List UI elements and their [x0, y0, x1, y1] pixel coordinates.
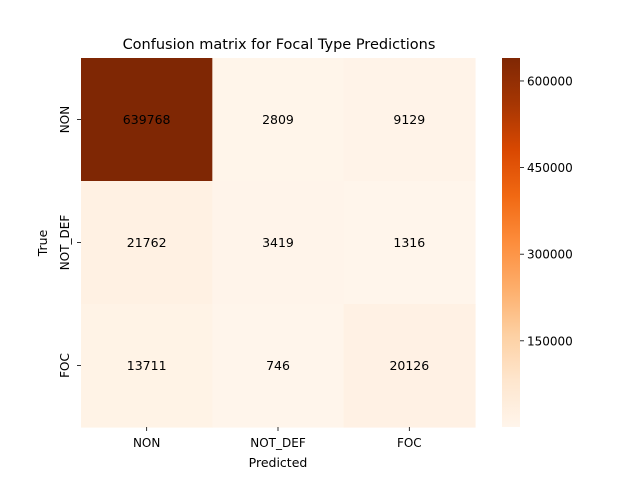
cell-value-label: 9129	[393, 112, 425, 127]
cell-value-label: 639768	[123, 112, 171, 127]
heatmap-cell-labels: 639768 2809 9129 21762 3419 1316 13711 746 20126	[123, 112, 429, 373]
heatmap-cells	[81, 58, 476, 428]
cell-value-label: 3419	[262, 235, 294, 250]
heatmap-cell-foc-non	[81, 304, 213, 428]
colorbar-tick-label: 300000	[527, 248, 573, 262]
colorbar	[502, 58, 520, 427]
cell-value-label: 21762	[127, 235, 167, 250]
heatmap-cell-non-foc	[343, 58, 476, 182]
chart-title: Confusion matrix for Focal Type Predicti…	[123, 37, 436, 53]
x-tick-label: FOC	[397, 436, 422, 450]
y-tick-label: NON	[58, 106, 72, 133]
heatmap-cell-not_def-foc	[343, 181, 476, 305]
x-tick-label: NON	[133, 436, 160, 450]
colorbar-tick-label: 600000	[527, 74, 573, 88]
heatmap-cell-not_def-non	[81, 181, 213, 305]
heatmap-cell-non-not_def	[212, 58, 345, 182]
y-axis-ticks: NON NOT_DEF FOC	[58, 106, 81, 378]
y-axis-label: True	[35, 229, 50, 257]
heatmap-cell-foc-not_def	[212, 304, 345, 428]
x-axis-ticks: NON NOT_DEF FOC	[133, 427, 422, 450]
x-tick-label: NOT_DEF	[250, 436, 306, 450]
x-axis-label: Predicted	[249, 455, 308, 470]
cell-value-label: 20126	[389, 358, 429, 373]
heatmap-cell-non-non	[81, 58, 213, 182]
colorbar-ticks: 150000 300000 450000 600000	[520, 74, 573, 348]
y-tick-label: NOT_DEF	[58, 215, 72, 271]
cell-value-label: 2809	[262, 112, 294, 127]
heatmap-cell-not_def-not_def	[212, 181, 345, 305]
cell-value-label: 13711	[127, 358, 167, 373]
colorbar-tick-label: 450000	[527, 161, 573, 175]
heatmap-cell-foc-foc	[343, 304, 476, 428]
y-tick-label: FOC	[58, 353, 72, 378]
cell-value-label: 1316	[393, 235, 425, 250]
colorbar-tick-label: 150000	[527, 334, 573, 348]
cell-value-label: 746	[266, 358, 290, 373]
